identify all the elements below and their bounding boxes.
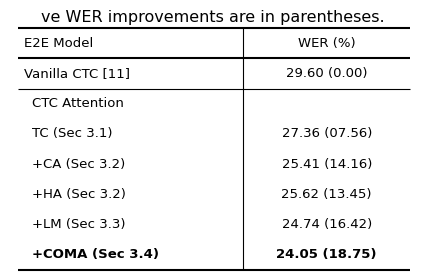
Text: 29.60 (0.00): 29.60 (0.00) — [286, 67, 368, 80]
Text: 24.74 (16.42): 24.74 (16.42) — [282, 218, 372, 231]
Text: CTC Attention: CTC Attention — [32, 97, 124, 110]
Text: 25.62 (13.45): 25.62 (13.45) — [282, 188, 372, 201]
Text: +LM (Sec 3.3): +LM (Sec 3.3) — [32, 218, 126, 231]
Text: +HA (Sec 3.2): +HA (Sec 3.2) — [32, 188, 126, 201]
Text: WER (%): WER (%) — [298, 37, 356, 50]
Text: 24.05 (18.75): 24.05 (18.75) — [276, 248, 377, 261]
Text: ve WER improvements are in parentheses.: ve WER improvements are in parentheses. — [41, 10, 385, 25]
Text: +CA (Sec 3.2): +CA (Sec 3.2) — [32, 158, 125, 171]
Text: +COMA (Sec 3.4): +COMA (Sec 3.4) — [32, 248, 159, 261]
Text: 27.36 (07.56): 27.36 (07.56) — [282, 127, 372, 140]
Text: 25.41 (14.16): 25.41 (14.16) — [282, 158, 372, 171]
Text: Vanilla CTC [11]: Vanilla CTC [11] — [24, 67, 130, 80]
Text: E2E Model: E2E Model — [24, 37, 93, 50]
Text: TC (Sec 3.1): TC (Sec 3.1) — [32, 127, 112, 140]
